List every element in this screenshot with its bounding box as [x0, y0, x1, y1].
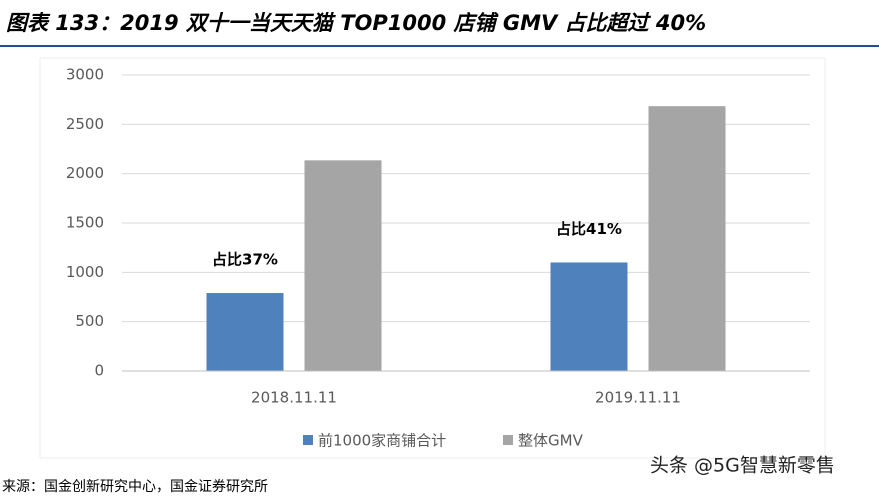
x-tick-label: 2019.11.11: [595, 389, 681, 407]
y-tick-label: 1500: [66, 214, 104, 232]
y-tick-label: 2500: [66, 115, 104, 133]
legend-label: 整体GMV: [518, 432, 584, 450]
legend-swatch: [303, 435, 313, 445]
x-tick-label: 2018.11.11: [251, 389, 337, 407]
legend-label: 前1000家商铺合计: [318, 432, 446, 450]
y-tick-label: 500: [75, 312, 104, 330]
bar: [304, 160, 382, 371]
chart-frame: [39, 57, 826, 459]
annotation: 占比37%: [212, 251, 278, 269]
y-tick-label: 0: [94, 362, 104, 380]
source: 来源：国金创新研究中心，国金证券研究所: [2, 479, 268, 495]
y-tick-label: 3000: [66, 66, 104, 84]
chart-title: 图表 133：2019 双十一当天天猫 TOP1000 店铺 GMV 占比超过 …: [6, 11, 706, 35]
bar: [550, 262, 628, 371]
annotation: 占比41%: [556, 220, 622, 238]
y-tick-label: 1000: [66, 263, 104, 281]
y-tick-label: 2000: [66, 164, 104, 182]
watermark: 头条 @5G智慧新零售: [650, 455, 835, 477]
bar: [648, 106, 726, 372]
bar: [206, 293, 284, 371]
legend-swatch: [503, 435, 513, 445]
